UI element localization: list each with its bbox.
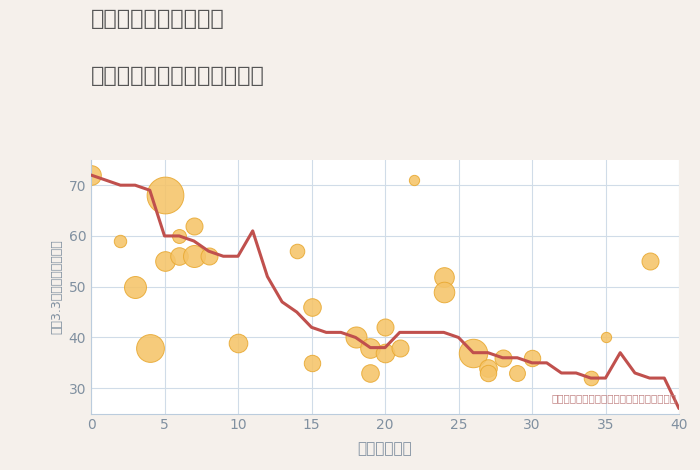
Text: 千葉県野田市関宿台町: 千葉県野田市関宿台町 [91, 9, 225, 30]
Point [365, 344, 376, 352]
Point [350, 334, 361, 341]
Point [409, 176, 420, 184]
Point [379, 349, 391, 356]
Point [85, 171, 97, 179]
Point [365, 369, 376, 377]
Point [482, 369, 493, 377]
Point [188, 222, 199, 229]
X-axis label: 築年数（年）: 築年数（年） [358, 441, 412, 456]
Point [394, 344, 405, 352]
Point [306, 303, 317, 311]
Point [526, 354, 538, 361]
Point [438, 288, 449, 296]
Point [585, 374, 596, 382]
Text: 築年数別中古マンション価格: 築年数別中古マンション価格 [91, 66, 265, 86]
Point [497, 354, 508, 361]
Point [144, 344, 155, 352]
Point [306, 359, 317, 367]
Point [600, 334, 611, 341]
Point [188, 252, 199, 260]
Point [174, 252, 185, 260]
Point [291, 247, 302, 255]
Point [203, 252, 214, 260]
Point [468, 349, 479, 356]
Point [115, 237, 126, 245]
Point [232, 339, 244, 346]
Point [159, 192, 170, 199]
Point [379, 323, 391, 331]
Point [130, 283, 141, 290]
Y-axis label: 坪（3.3㎡）単価（万円）: 坪（3.3㎡）単価（万円） [50, 239, 63, 334]
Point [159, 258, 170, 265]
Point [438, 273, 449, 280]
Point [482, 364, 493, 372]
Point [174, 232, 185, 240]
Point [512, 369, 523, 377]
Text: 円の大きさは、取引のあった物件面積を示す: 円の大きさは、取引のあった物件面積を示す [551, 393, 676, 403]
Point [644, 258, 655, 265]
